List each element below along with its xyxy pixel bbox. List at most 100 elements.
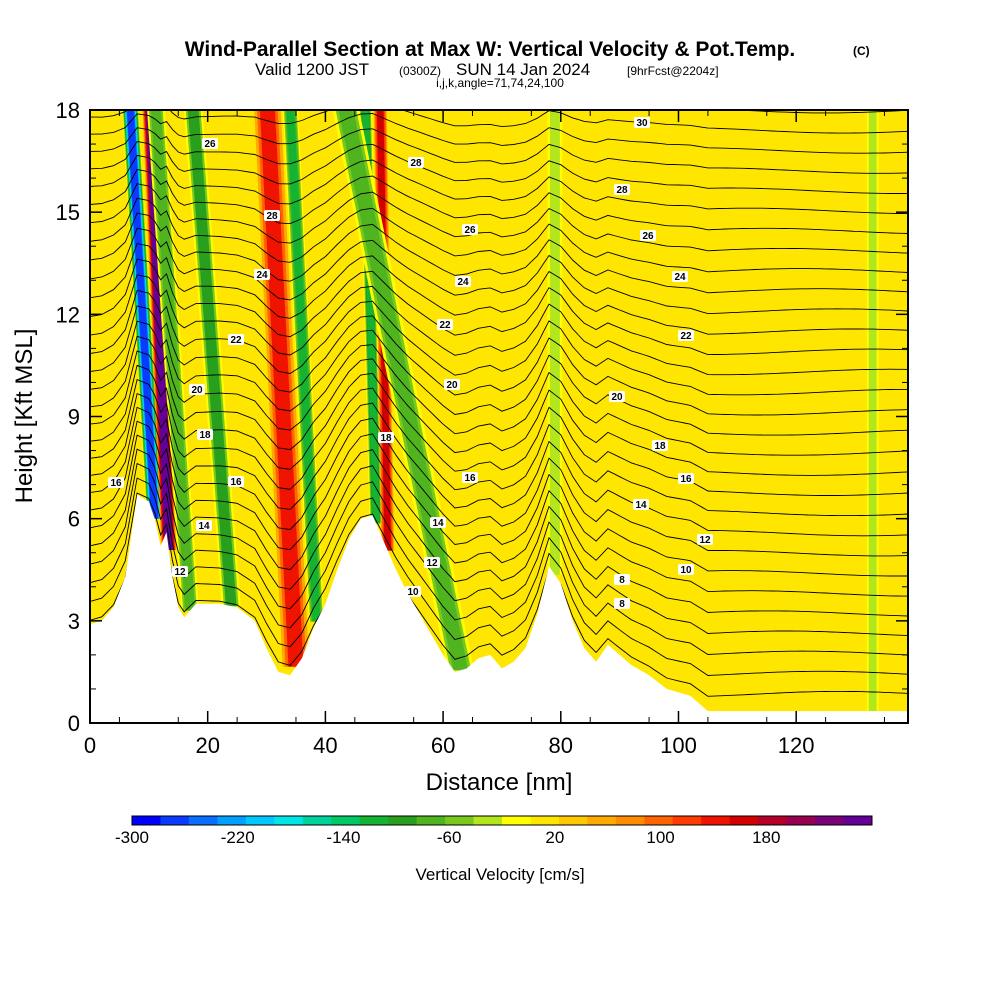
contour-label-text: 18 xyxy=(654,441,666,452)
theta-contour-label: 22 xyxy=(678,330,694,342)
theta-contour-label: 22 xyxy=(437,319,453,331)
contour-label-text: 26 xyxy=(464,225,476,236)
colorbar-swatch xyxy=(274,816,304,825)
contour-label-bg xyxy=(189,384,205,395)
contour-label-bg xyxy=(202,138,218,149)
valid-date: SUN 14 Jan 2024 xyxy=(456,60,590,79)
contour-label-text: 18 xyxy=(199,430,211,441)
colorbar-swatch xyxy=(473,816,503,825)
contour-label-text: 16 xyxy=(230,477,242,488)
contour-label-text: 26 xyxy=(642,231,654,242)
colorbar-tick-label: -60 xyxy=(437,828,462,847)
theta-contour-line xyxy=(90,492,908,676)
contour-label-bg xyxy=(455,276,471,287)
velocity-band xyxy=(549,110,560,575)
contour-label-text: 24 xyxy=(256,270,268,281)
contour-label-bg xyxy=(172,566,188,577)
forecast-run: [9hrFcst@2204z] xyxy=(627,64,719,78)
colorbar-tick-label: -300 xyxy=(115,828,149,847)
valid-line: Valid 1200 JST (0300Z) SUN 14 Jan 2024 [… xyxy=(255,60,719,79)
contour-labels: 8 8 10 10 12 12 12 14 14 14 16 16 16 16 18 18 18 20 20 20 22… xyxy=(108,117,713,610)
theta-contour-line xyxy=(90,350,908,476)
theta-contour-line xyxy=(90,462,908,637)
contour-label-text: 28 xyxy=(266,211,278,222)
theta-contour-label: 18 xyxy=(197,429,213,441)
contour-label-bg xyxy=(444,379,460,390)
theta-contour-line xyxy=(90,243,908,335)
theta-contour-line xyxy=(90,477,908,656)
contour-label-bg xyxy=(614,184,630,195)
axes: 0 20 40 60 80 100 120 0 3 6 9 12 15 18 xyxy=(56,98,908,758)
contour-label-bg xyxy=(424,557,440,568)
colorbar-frame xyxy=(131,815,873,826)
colorbar-tick-label: 20 xyxy=(545,828,564,847)
theta-contour-line xyxy=(90,113,908,154)
velocity-band xyxy=(868,110,877,712)
theta-contour-line xyxy=(90,305,908,416)
colorbar-swatch xyxy=(160,816,190,825)
colorbar-swatch xyxy=(416,816,446,825)
contour-label-bg xyxy=(108,477,124,488)
contour-label-text: 24 xyxy=(457,277,469,288)
colorbar-swatch xyxy=(388,816,418,825)
contour-label-text: 14 xyxy=(432,518,444,529)
contour-label-bg xyxy=(640,230,656,241)
colorbar-swatch xyxy=(331,816,361,825)
contour-label-bg xyxy=(633,499,649,510)
contour-label-bg xyxy=(408,157,424,168)
theta-contour-line xyxy=(90,406,908,557)
velocity-band xyxy=(286,110,321,622)
y-tick-label: 9 xyxy=(68,405,80,430)
colorbar-swatch xyxy=(672,816,702,825)
colorbar-swatch xyxy=(815,816,845,825)
theta-contour-line xyxy=(90,168,908,234)
contour-label-text: 20 xyxy=(446,380,458,391)
x-axis-label: Distance [nm] xyxy=(426,769,573,796)
theta-contour-label: 10 xyxy=(405,586,421,598)
contour-label-bg xyxy=(678,473,694,484)
x-tick-label: 20 xyxy=(195,733,219,758)
theta-contours xyxy=(90,110,908,697)
theta-contour-label: 16 xyxy=(678,473,694,485)
theta-contour-label: 12 xyxy=(424,557,440,569)
contour-label-text: 14 xyxy=(198,521,210,532)
theta-contour-line xyxy=(90,320,908,436)
y-tick-label: 12 xyxy=(56,302,80,327)
theta-contour-label: 22 xyxy=(228,334,244,346)
theta-contour-label: 20 xyxy=(444,379,460,391)
contour-label-text: 12 xyxy=(174,567,186,578)
colorbar-swatch xyxy=(359,816,389,825)
theta-contour-line xyxy=(90,448,908,617)
theta-contour-line xyxy=(90,183,908,254)
contour-label-bg xyxy=(462,224,478,235)
colorbar-tick-label: 100 xyxy=(646,828,674,847)
theta-contour-label: 12 xyxy=(172,566,188,578)
x-tick-label: 100 xyxy=(660,733,697,758)
contour-label-text: 12 xyxy=(699,535,711,546)
theta-contour-label: 10 xyxy=(678,564,694,576)
theta-contour-label: 26 xyxy=(462,224,478,236)
theta-contour-line xyxy=(90,420,908,577)
theta-contour-label: 20 xyxy=(609,391,625,403)
theta-contour-label: 24 xyxy=(254,269,270,281)
y-tick-label: 18 xyxy=(56,98,80,123)
colorbar-tick-label: -220 xyxy=(221,828,255,847)
colorbar-swatch xyxy=(445,816,475,825)
contour-label-bg xyxy=(437,319,453,330)
colorbar-swatch xyxy=(843,816,873,825)
theta-contour-label: 14 xyxy=(633,499,649,511)
theta-contour-label: 8 xyxy=(614,598,630,610)
colorbar-swatch xyxy=(558,816,588,825)
contour-label-bg xyxy=(264,210,280,221)
contour-label-text: 14 xyxy=(635,500,647,511)
y-axis-label: Height [Kft MSL] xyxy=(11,329,38,504)
theta-contour-line xyxy=(90,378,908,517)
contour-label-bg xyxy=(228,476,244,487)
contour-label-bg xyxy=(196,520,212,531)
theta-contour-label: 14 xyxy=(430,517,446,529)
theta-contour-label: 16 xyxy=(462,472,478,484)
contour-label-text: 20 xyxy=(611,392,623,403)
theta-contour-label: 20 xyxy=(189,384,205,396)
plot-area xyxy=(90,110,908,723)
